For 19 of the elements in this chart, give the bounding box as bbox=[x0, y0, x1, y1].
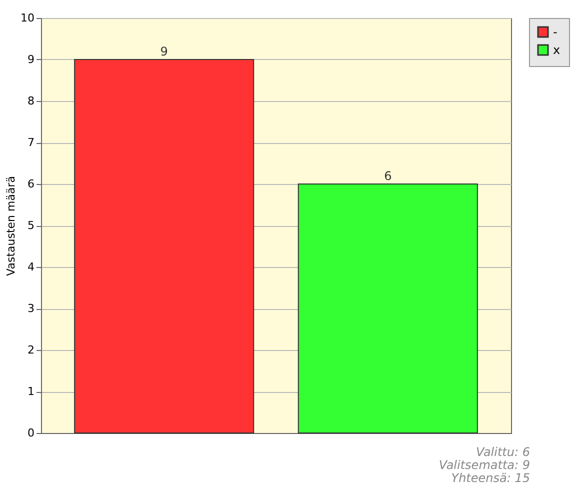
y-tick-label: 8 bbox=[28, 94, 34, 108]
y-tick-label: 1 bbox=[28, 385, 34, 398]
legend-label: x bbox=[553, 43, 560, 57]
y-tick-label: 4 bbox=[28, 260, 34, 274]
data-label: 6 bbox=[384, 169, 392, 183]
text: Yhteensä: 15 bbox=[450, 471, 530, 485]
text: Valittu: 6 bbox=[475, 445, 530, 459]
y-tick-label: 2 bbox=[28, 344, 34, 356]
y-tick-label: 5 bbox=[28, 219, 34, 232]
legend-label: - bbox=[553, 25, 558, 39]
text: Valitsematta: 9 bbox=[438, 458, 530, 472]
y-tick-label: 9 bbox=[28, 53, 34, 66]
y-tick-label: 6 bbox=[28, 178, 34, 190]
y-tick-label: 7 bbox=[28, 136, 34, 149]
y-tick-label: 3 bbox=[28, 302, 34, 315]
data-label: 9 bbox=[160, 44, 168, 58]
y-axis-title: Vastausten määrä bbox=[4, 176, 18, 276]
y-tick-label: 0 bbox=[28, 426, 34, 440]
y-tick-label: 10 bbox=[20, 12, 34, 24]
